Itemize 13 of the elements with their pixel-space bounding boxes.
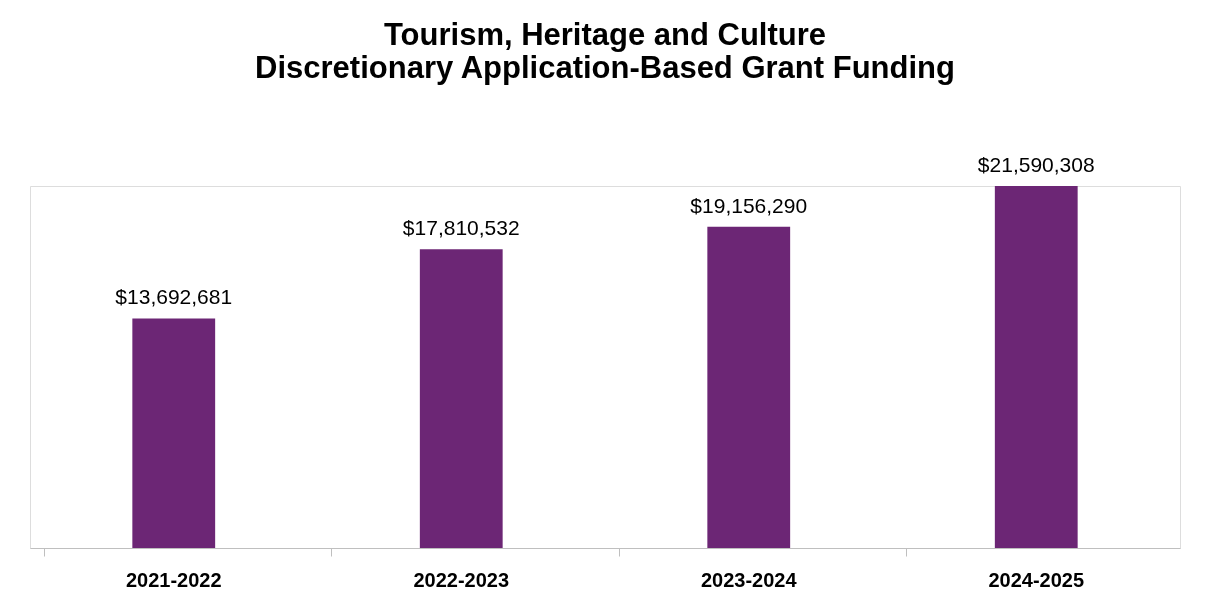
data-label: $19,156,290 xyxy=(690,193,808,217)
x-tick-label: 2023-2024 xyxy=(700,568,798,591)
bar xyxy=(994,186,1078,548)
x-tick-label: 2024-2025 xyxy=(988,568,1085,591)
bar xyxy=(132,318,216,548)
data-label: $21,590,308 xyxy=(977,153,1095,176)
data-label: $17,810,532 xyxy=(402,216,520,240)
data-label: $13,692,681 xyxy=(115,285,233,309)
x-tick-label: 2022-2023 xyxy=(413,568,510,591)
bar xyxy=(419,249,503,548)
bar xyxy=(707,226,791,548)
x-tick-label: 2021-2022 xyxy=(125,568,222,591)
chart-title: Tourism, Heritage and Culture Discretionary Application-Based Grant Funding xyxy=(255,17,955,85)
